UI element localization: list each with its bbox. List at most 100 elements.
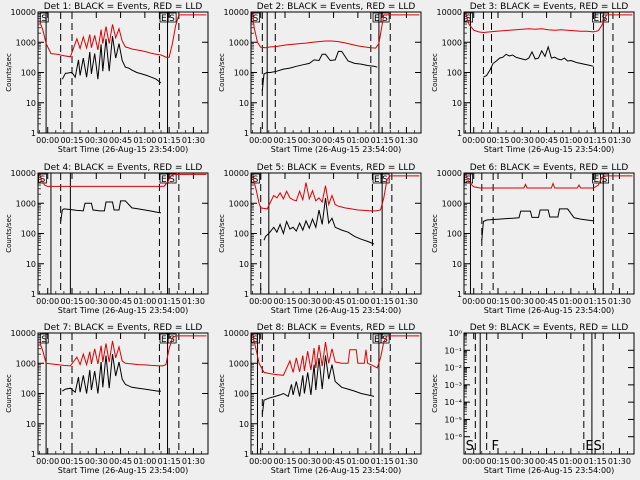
- x-tick-label: 00:00: [249, 457, 272, 466]
- x-tick-label: 01:00: [346, 297, 369, 306]
- y-tick-label: 1000: [442, 38, 462, 47]
- x-tick-label: 00:45: [109, 457, 132, 466]
- time-flag-label: S: [253, 335, 259, 345]
- x-tick-label: 01:15: [158, 297, 181, 306]
- series-line-lld: [252, 13, 420, 49]
- y-tick-label: 100: [234, 230, 249, 239]
- y-axis-label: Counts/sec: [431, 374, 439, 413]
- series-line-events: [483, 45, 594, 78]
- time-flag-box: [251, 173, 261, 184]
- x-tick-label: 01:30: [608, 297, 631, 306]
- x-tick-label: 01:30: [182, 457, 205, 466]
- y-tick-label: 100: [234, 390, 249, 399]
- x-tick-label: 00:15: [273, 457, 296, 466]
- y-axis-label: Counts/sec: [218, 214, 226, 253]
- x-tick-label: 01:00: [133, 297, 156, 306]
- time-flag-label: S: [41, 335, 47, 345]
- y-tick-label: 10: [452, 260, 462, 269]
- x-tick-label: 01:00: [559, 457, 582, 466]
- x-tick-label: 00:00: [36, 297, 59, 306]
- y-tick-label: 10⁻¹: [444, 346, 462, 355]
- x-tick-label: 01:15: [584, 297, 607, 306]
- x-tick-label: 00:00: [36, 457, 59, 466]
- x-tick-label: 00:15: [273, 297, 296, 306]
- y-tick-label: 10000: [11, 8, 36, 17]
- x-tick-label: 01:15: [158, 136, 181, 145]
- series-line-lld: [465, 13, 633, 34]
- time-flag-label: S: [466, 175, 472, 185]
- y-tick-label: 10⁻³: [444, 381, 462, 390]
- time-flag-box: [380, 12, 390, 23]
- x-axis-label: Start Time (26-Aug-15 23:54:00): [58, 306, 189, 315]
- y-tick-label: 10000: [11, 329, 36, 338]
- series-line-lld: [39, 335, 207, 367]
- x-tick-label: 00:30: [298, 297, 321, 306]
- y-tick-label: 10000: [224, 329, 249, 338]
- time-flag-label: S: [253, 14, 259, 24]
- x-tick-label: 01:15: [584, 136, 607, 145]
- detector-panel-5: Det 5: BLACK = Events, RED = LLD 1 10 100 10…: [218, 163, 422, 315]
- x-tick-label: 01:30: [608, 136, 631, 145]
- y-tick-label: 10: [26, 260, 36, 269]
- time-flag-box: [39, 12, 49, 23]
- y-tick-label: 1000: [229, 38, 249, 47]
- x-axis-label: Start Time (26-Aug-15 23:54:00): [58, 466, 189, 475]
- y-tick-label: 10⁻⁵: [444, 415, 462, 424]
- time-flag-label: S: [466, 14, 472, 24]
- x-tick-label: 01:30: [395, 136, 418, 145]
- x-tick-label: 01:00: [559, 136, 582, 145]
- time-flag-label: S: [169, 14, 175, 24]
- time-flag-box: [380, 173, 390, 184]
- y-tick-label: 10: [239, 420, 249, 429]
- y-tick-label: 10⁻⁶: [444, 433, 462, 442]
- y-tick-label: 1000: [16, 199, 36, 208]
- time-flag-box: [251, 333, 261, 344]
- y-tick-label: 10⁻⁴: [444, 398, 462, 407]
- x-tick-label: 00:00: [462, 297, 485, 306]
- y-tick-label: 1000: [16, 359, 36, 368]
- y-tick-label: 10: [239, 260, 249, 269]
- x-tick-label: 01:00: [133, 136, 156, 145]
- series-line-events: [60, 200, 162, 222]
- y-tick-label: 1000: [229, 199, 249, 208]
- x-axis-label: Start Time (26-Aug-15 23:54:00): [484, 145, 615, 154]
- y-axis-label: Counts/sec: [431, 214, 439, 253]
- y-tick-label: 1: [457, 290, 462, 299]
- time-flag-box: [167, 173, 177, 184]
- y-tick-label: 100: [234, 69, 249, 78]
- x-tick-label: 00:30: [85, 136, 108, 145]
- x-axis-label: Start Time (26-Aug-15 23:54:00): [271, 306, 402, 315]
- y-tick-label: 100: [447, 230, 462, 239]
- detector-panel-8: Det 8: BLACK = Events, RED = LLD 1 10 100 10…: [218, 323, 422, 475]
- x-tick-label: 00:00: [249, 136, 272, 145]
- y-tick-label: 1: [31, 290, 36, 299]
- time-flag-label: E: [161, 335, 167, 345]
- x-tick-label: 01:30: [182, 136, 205, 145]
- time-flag-label: S: [594, 439, 602, 454]
- y-tick-label: 10000: [11, 169, 36, 178]
- time-flag-label: E: [594, 175, 600, 185]
- time-flag-box: [251, 12, 261, 23]
- x-tick-label: 01:30: [182, 297, 205, 306]
- y-axis-label: Counts/sec: [218, 53, 226, 92]
- x-axis-label: Start Time (26-Aug-15 23:54:00): [58, 145, 189, 154]
- y-axis-label: Counts/sec: [5, 214, 13, 253]
- series-line-lld: [465, 174, 633, 189]
- y-tick-label: 1000: [229, 359, 249, 368]
- time-flag-label: S: [253, 175, 259, 185]
- series-line-lld: [39, 14, 207, 58]
- detector-panel-6: Det 6: BLACK = Events, RED = LLD 1 10 100 10…: [431, 163, 635, 315]
- panel-title: Det 3: BLACK = Events, RED = LLD: [470, 2, 629, 12]
- x-axis-label: Start Time (26-Aug-15 23:54:00): [484, 306, 615, 315]
- detector-panel-2: Det 2: BLACK = Events, RED = LLD 1 10 100 10…: [218, 2, 422, 154]
- series-line-events: [261, 50, 378, 91]
- y-tick-label: 100: [21, 390, 36, 399]
- x-tick-label: 01:00: [133, 457, 156, 466]
- series-line-lld: [252, 334, 420, 376]
- x-tick-label: 00:00: [462, 136, 485, 145]
- time-flag-box: [167, 333, 177, 344]
- time-flag-label: E: [374, 335, 380, 345]
- y-tick-label: 1: [244, 290, 249, 299]
- x-tick-label: 01:30: [395, 297, 418, 306]
- y-tick-label: 100: [21, 230, 36, 239]
